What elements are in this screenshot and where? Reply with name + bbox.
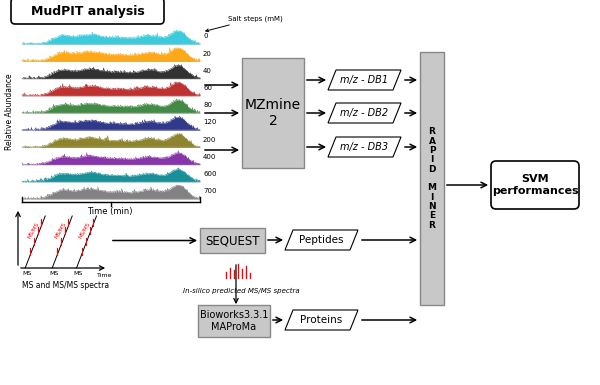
Text: 40: 40 <box>203 68 212 74</box>
Text: MS and MS/MS spectra: MS and MS/MS spectra <box>22 281 110 290</box>
FancyBboxPatch shape <box>198 305 270 337</box>
Text: 80: 80 <box>203 102 212 108</box>
Text: MS: MS <box>74 271 83 276</box>
Text: 20: 20 <box>203 51 212 57</box>
Polygon shape <box>328 103 401 123</box>
Text: Time (min): Time (min) <box>87 207 133 216</box>
Text: 200: 200 <box>203 137 217 143</box>
Text: 120: 120 <box>203 119 217 126</box>
Polygon shape <box>285 310 358 330</box>
Text: MS/MS: MS/MS <box>78 221 91 239</box>
Text: Bioworks3.3.1
MAProMa: Bioworks3.3.1 MAProMa <box>200 310 268 332</box>
FancyBboxPatch shape <box>491 161 579 209</box>
Text: R
A
P
I
D
 
M
I
N
E
R: R A P I D M I N E R <box>427 127 437 230</box>
Polygon shape <box>285 230 358 250</box>
Text: MS: MS <box>50 271 59 276</box>
Text: Peptides: Peptides <box>299 235 344 245</box>
Text: 0: 0 <box>203 33 208 39</box>
FancyBboxPatch shape <box>11 0 164 24</box>
Text: m/z - DB1: m/z - DB1 <box>340 75 389 85</box>
Text: SEQUEST: SEQUEST <box>205 234 260 247</box>
Text: MS: MS <box>23 271 32 276</box>
Text: Time: Time <box>97 273 113 278</box>
Text: Relative Abundance: Relative Abundance <box>5 74 14 150</box>
Text: 700: 700 <box>203 188 217 194</box>
Polygon shape <box>328 70 401 90</box>
FancyBboxPatch shape <box>420 52 444 305</box>
Text: MZmine
2: MZmine 2 <box>245 98 301 128</box>
Text: m/z - DB3: m/z - DB3 <box>340 142 389 152</box>
Text: MS/MS: MS/MS <box>26 221 40 239</box>
Text: SVM
performances: SVM performances <box>491 174 578 196</box>
Text: MS/MS: MS/MS <box>53 221 67 239</box>
Text: m/z - DB2: m/z - DB2 <box>340 108 389 118</box>
Text: Salt steps (mM): Salt steps (mM) <box>206 15 283 32</box>
FancyBboxPatch shape <box>200 228 265 253</box>
Text: 400: 400 <box>203 154 217 160</box>
FancyBboxPatch shape <box>242 58 304 168</box>
Text: 600: 600 <box>203 171 217 177</box>
Text: 60: 60 <box>203 85 212 91</box>
Text: In-silico predicted MS/MS spectra: In-silico predicted MS/MS spectra <box>182 288 299 294</box>
Text: MudPIT analysis: MudPIT analysis <box>31 5 145 17</box>
Polygon shape <box>328 137 401 157</box>
Text: Proteins: Proteins <box>301 315 343 325</box>
